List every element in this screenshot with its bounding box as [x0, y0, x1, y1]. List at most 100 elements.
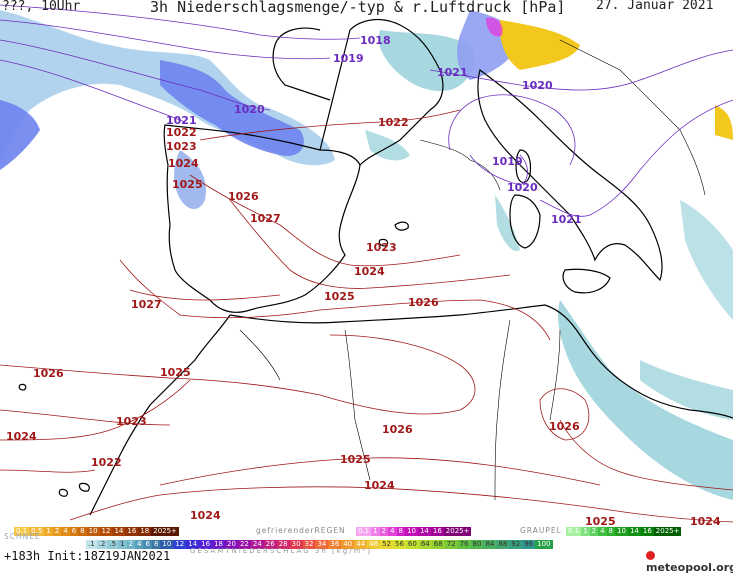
isobars-low	[0, 4, 733, 217]
isobar-label: 1026	[33, 367, 64, 380]
total-scale-step: 60	[405, 540, 419, 549]
rain-scale-step: 0.5	[29, 527, 45, 536]
isobar-label: 1025	[160, 366, 191, 379]
total-scale-step: 24	[250, 540, 264, 549]
isobar-label: 1023	[116, 415, 147, 428]
total-scale-step: 56	[393, 540, 406, 549]
graupel-step: 0.1	[566, 527, 582, 536]
isobar-label: 1024	[364, 479, 395, 492]
meteopool-logo[interactable]: meteopool.org	[646, 548, 733, 574]
isobar-label: 1020	[234, 103, 265, 116]
rain-scale-step: 8	[78, 527, 87, 536]
isobars-high	[0, 109, 733, 523]
freezing-rain-scale: 0.1 1 2 4 8 10 14 16 2025+	[356, 527, 472, 536]
total-scale-step: 22	[237, 540, 251, 549]
isobar-label: 1026	[382, 423, 413, 436]
total-scale-step: 80	[470, 540, 484, 549]
map-header: ???, 10Uhr 3h Niederschlagsmenge/-typ & …	[0, 0, 733, 18]
map-title: 3h Niederschlagsmenge/-typ & r.Luftdruck…	[150, 0, 566, 16]
isobar-label: 1026	[549, 420, 580, 433]
freezing-rain-step: 2025+	[443, 527, 472, 536]
total-scale-step: 88	[496, 540, 510, 549]
rain-scale-step: 0.1	[14, 527, 30, 536]
total-scale-step: 34	[315, 540, 329, 549]
isobar-label: 1022	[378, 116, 409, 129]
total-scale-step: 72	[444, 540, 458, 549]
isobar-label: 1023	[166, 140, 197, 153]
total-scale-step: 96	[522, 540, 536, 549]
total-scale-step: 100	[535, 540, 553, 549]
coastline-layer	[18, 18, 733, 516]
total-scale-step: 68	[431, 540, 445, 549]
freezing-rain-label: gefrierenderREGEN	[256, 526, 346, 535]
rain-scale-step: 4	[61, 527, 70, 536]
isobar-label: 1024	[354, 265, 385, 278]
total-scale-step: 36	[328, 540, 342, 549]
isobar-label: 1019	[333, 52, 364, 65]
freezing-rain-step: 16	[430, 527, 444, 536]
rain-scale-step: 12	[99, 527, 113, 536]
graupel-step: 1	[581, 527, 590, 536]
graupel-step: 2	[589, 527, 599, 536]
total-scale-step: 14	[186, 540, 200, 549]
total-scale-step: .5	[107, 540, 119, 549]
isobar-label: 1024	[168, 157, 199, 170]
isobar-label: 1026	[228, 190, 259, 203]
freezing-rain-step: 2	[379, 527, 389, 536]
precipitation-layer	[0, 10, 733, 500]
total-scale-step: 84	[483, 540, 497, 549]
freezing-rain-step: 10	[405, 527, 418, 536]
total-scale-step: 30	[289, 540, 303, 549]
isobar-label: 1026	[408, 296, 439, 309]
isobar-label: 1022	[166, 126, 197, 139]
isobar-label: 1025	[172, 178, 203, 191]
graupel-step: 14	[627, 527, 641, 536]
total-scale-step: 6	[143, 540, 152, 549]
valid-time-label: ???, 10Uhr	[2, 0, 81, 14]
graupel-step: 4	[598, 527, 607, 536]
freezing-rain-step: 4	[388, 527, 397, 536]
isobar-label: 1021	[551, 213, 582, 226]
model-run-label: +183h Init:18Z19JAN2021	[4, 549, 171, 563]
total-scale-step: 48	[367, 540, 381, 549]
isobar-label: 1025	[340, 453, 371, 466]
total-scale-step: 18	[212, 540, 226, 549]
rain-scale-step: 14	[112, 527, 126, 536]
isobar-label: 1021	[437, 66, 468, 79]
graupel-label: GRAUPEL	[520, 526, 562, 535]
total-scale-step: 16	[199, 540, 213, 549]
isobar-label: 1025	[324, 290, 355, 303]
total-scale-step: .2	[96, 540, 108, 549]
logo-text: meteopool.org	[646, 561, 733, 574]
precipitation-legend: 0.1 0.5 1 2 4 6 8 10 12 14 16 18 2025+ g…	[0, 522, 733, 566]
isobar-label: 1027	[131, 298, 162, 311]
rain-scale-step: 6	[69, 527, 79, 536]
graupel-scale: 0.1 1 2 4 8 10 14 16 2025+	[566, 527, 682, 536]
total-precip-label: GESAMTNIEDERSCHLAG 3h [kg/m²]	[190, 547, 372, 555]
total-scale-step: .1	[86, 540, 97, 549]
isobar-label: 1022	[91, 456, 122, 469]
snow-label: SCHNEE	[4, 532, 41, 541]
total-scale-step: 92	[509, 540, 523, 549]
total-scale-step: 1	[118, 540, 127, 549]
isobar-label: 1023	[366, 241, 397, 254]
total-scale-step: 2	[126, 540, 135, 549]
total-scale-step: 64	[418, 540, 432, 549]
isobar-label: 1027	[250, 212, 281, 225]
rain-scale-step: 18	[138, 527, 152, 536]
isobar-label: 1021	[166, 114, 197, 127]
isobar-label: 1024	[190, 509, 221, 522]
graupel-step: 10	[615, 527, 628, 536]
total-scale-step: 44	[354, 540, 368, 549]
total-scale-step: 52	[380, 540, 393, 549]
total-scale-step: 8	[151, 540, 161, 549]
rain-scale-step: 2025+	[151, 527, 179, 536]
graupel-step: 16	[640, 527, 654, 536]
isobar-label: 1024	[6, 430, 37, 443]
freezing-rain-step: 8	[396, 527, 406, 536]
total-scale-step: 40	[341, 540, 355, 549]
total-scale-step: 4	[135, 540, 144, 549]
freezing-rain-step: 0.1	[356, 527, 372, 536]
isobar-label: 1024	[690, 515, 721, 528]
graupel-step: 8	[606, 527, 616, 536]
